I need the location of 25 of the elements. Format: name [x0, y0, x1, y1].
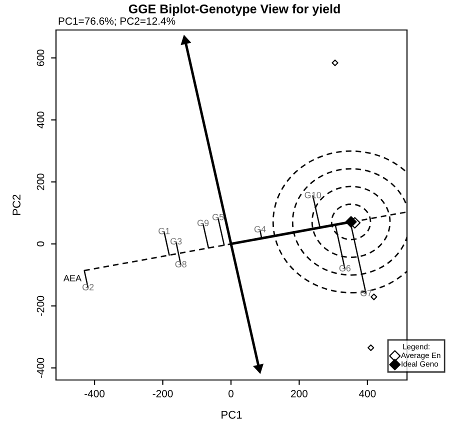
x-tick-label: 0	[228, 390, 234, 398]
annotation: G8	[175, 261, 186, 268]
annotation: G7	[360, 290, 372, 296]
annotation: G4	[254, 226, 266, 232]
annotation: G6	[339, 265, 351, 272]
y-tick-label: -400	[36, 358, 44, 378]
x-axis-title: PC1	[222, 410, 242, 419]
annotation: AEA	[63, 275, 82, 282]
y-tick-label: 400	[36, 112, 44, 128]
annotation: G3	[170, 238, 182, 244]
chart-title: GGE Biplot-Genotype View for yield	[128, 4, 340, 16]
x-tick-label: -400	[84, 390, 105, 398]
x-tick-label: -200	[152, 390, 173, 398]
y-tick-label: 600	[36, 50, 44, 66]
x-tick-label: 200	[291, 390, 308, 398]
y-tick-label: 200	[36, 174, 44, 190]
annotation: G9	[197, 220, 209, 226]
y-tick-label: -200	[36, 296, 44, 316]
annotation: G10	[304, 192, 322, 198]
chart-subtitle: PC1=76.6%; PC2=12.4%	[58, 17, 176, 26]
x-tick-label: 400	[358, 390, 376, 398]
y-tick-label: 0	[36, 241, 44, 246]
annotation: G1	[158, 228, 170, 234]
y-axis-title: PC2	[12, 194, 20, 215]
annotation: G2	[82, 284, 94, 290]
